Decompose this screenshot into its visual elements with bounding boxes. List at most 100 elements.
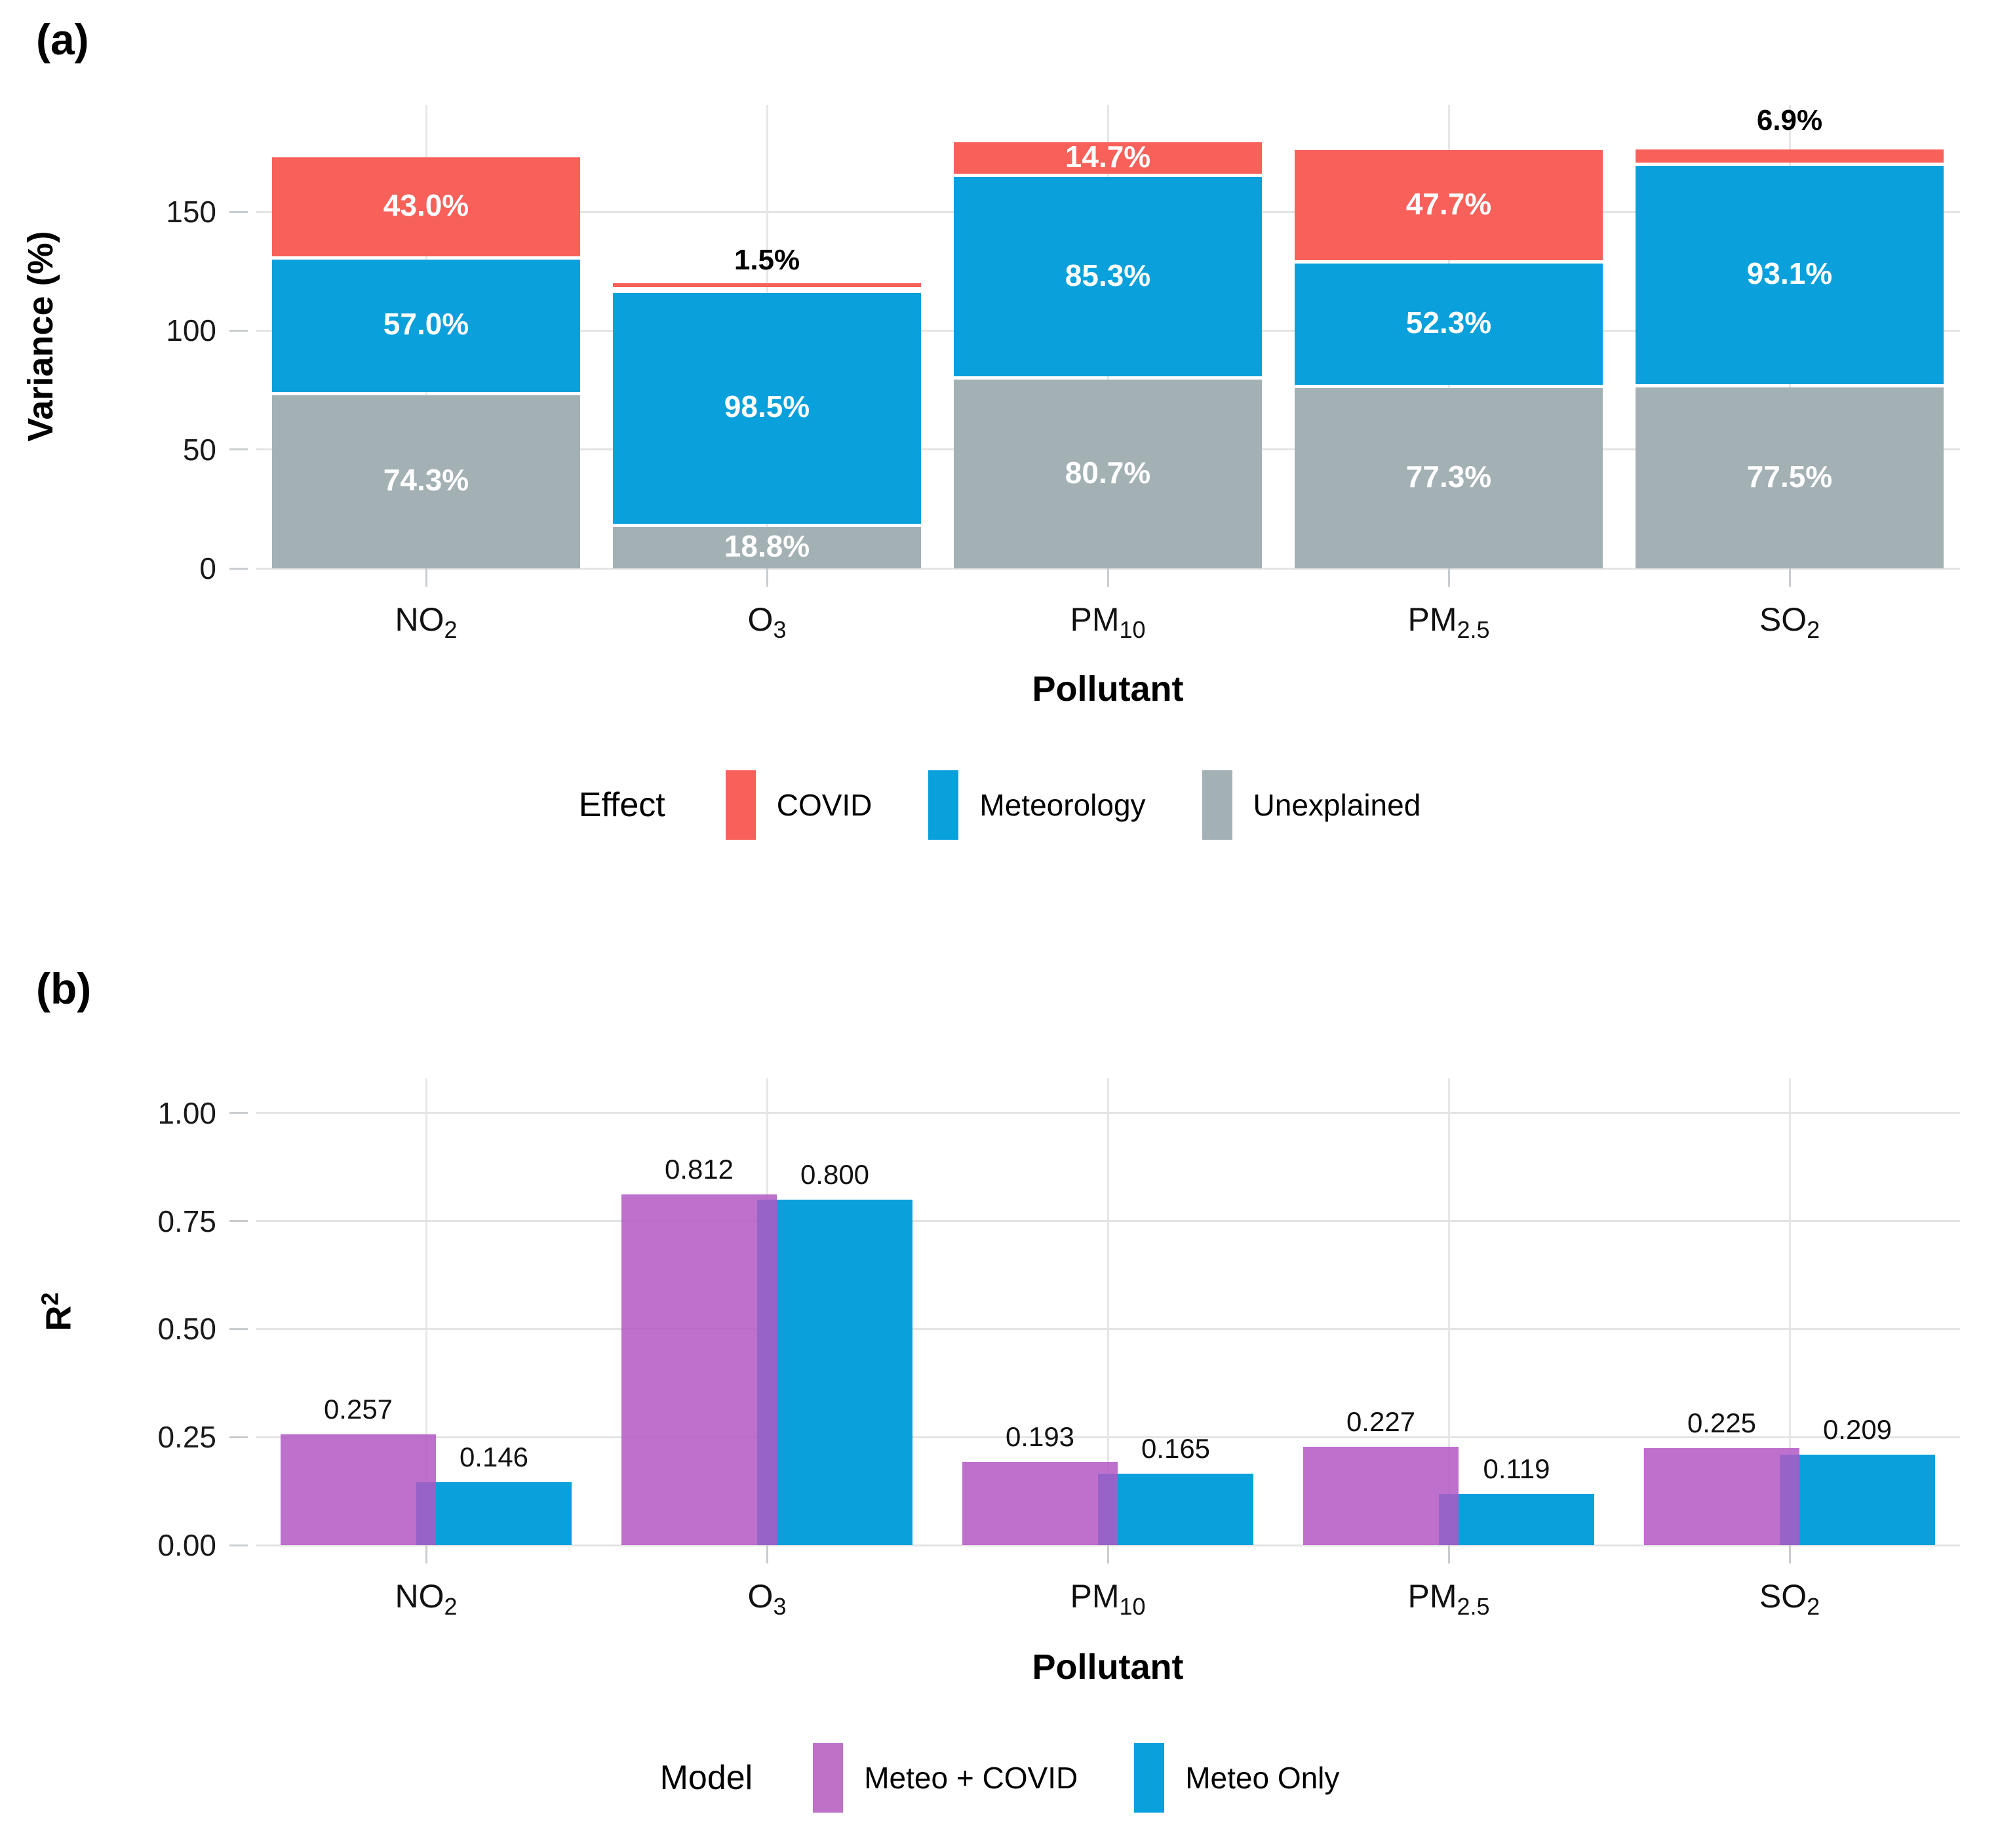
bar-meteo-covid: [962, 1461, 1118, 1545]
gridline-vertical: [1447, 1078, 1450, 1545]
r-squared-exponent: 2: [36, 1292, 64, 1306]
bar-value-label: 0.193: [1005, 1421, 1075, 1452]
y-tick-mark: [229, 1544, 248, 1546]
x-tick-mark: [425, 568, 427, 587]
x-tick-mark: [1788, 568, 1791, 587]
segment-value-label: 43.0%: [383, 188, 469, 223]
bar-segment-unexplained: [613, 526, 921, 568]
bar-segment-meteorology: [613, 292, 921, 524]
x-category-label: O3: [636, 600, 898, 642]
gridline-vertical: [1788, 1078, 1791, 1545]
legend-item-unexplained: Unexplained: [1202, 770, 1421, 840]
x-category-base: NO: [395, 1578, 444, 1615]
y-tick-label: 1.00: [157, 1095, 216, 1130]
x-category-subscript: 2: [1807, 1593, 1820, 1620]
bar-value-label: 0.146: [459, 1441, 529, 1472]
bar-value-label: 0.165: [1141, 1433, 1211, 1465]
y-tick-mark: [229, 1436, 248, 1438]
legend-item-label: Meteo + COVID: [864, 1761, 1078, 1795]
x-category-subscript: 3: [773, 1593, 787, 1620]
bar-meteo-only: [1439, 1493, 1594, 1545]
x-category-base: PM: [1070, 1578, 1120, 1615]
segment-value-label: 77.5%: [1746, 459, 1833, 494]
panel-b-label: (b): [36, 964, 92, 1013]
x-category-subscript: 2.5: [1457, 616, 1490, 643]
x-category-base: NO: [395, 601, 444, 638]
y-tick-label: 0.25: [157, 1420, 216, 1455]
x-category-label: PM10: [977, 1577, 1239, 1619]
bar-segment-covid: [954, 142, 1262, 174]
legend-item-meteo-covid: Meteo + COVID: [813, 1743, 1078, 1813]
legend-swatch: [1134, 1743, 1165, 1813]
y-tick-mark: [229, 1327, 248, 1330]
x-category-base: PM: [1407, 1578, 1457, 1615]
segment-value-label: 14.7%: [1065, 139, 1151, 174]
x-category-label: NO2: [295, 600, 557, 642]
legend-item-label: Meteo Only: [1185, 1761, 1340, 1795]
y-tick-label: 150: [166, 195, 216, 229]
bar-meteo-only: [757, 1199, 912, 1545]
x-category-subscript: 3: [773, 616, 787, 643]
bar-meteo-covid: [1303, 1447, 1459, 1545]
legend-item-covid: COVID: [725, 770, 872, 840]
x-category-label: NO2: [295, 1577, 557, 1619]
y-tick-label: 100: [166, 313, 216, 348]
x-category-subscript: 2: [444, 1593, 458, 1620]
legend-swatch: [1202, 770, 1232, 840]
gridline-horizontal: [256, 1436, 1960, 1438]
x-category-label: O3: [636, 1577, 898, 1619]
bar-segment-unexplained: [272, 395, 580, 568]
y-tick-label: 0.00: [157, 1528, 216, 1562]
y-tick-mark: [229, 567, 248, 570]
segment-value-label: 57.0%: [383, 307, 469, 342]
bar-segment-covid: [613, 283, 921, 287]
segment-value-label: 93.1%: [1746, 256, 1833, 291]
x-category-base: O: [747, 1578, 774, 1615]
bar-segment-unexplained: [1295, 387, 1603, 568]
bar-value-label: 0.119: [1483, 1453, 1550, 1484]
bar-segment-meteorology: [954, 177, 1262, 377]
x-category-subscript: 2.5: [1457, 1593, 1490, 1620]
bar-meteo-covid: [621, 1194, 777, 1545]
x-tick-mark: [425, 1545, 427, 1563]
bar-segment-unexplained: [954, 380, 1262, 568]
gridline-vertical: [425, 1078, 427, 1545]
x-tick-mark: [1107, 1545, 1109, 1563]
x-category-subscript: 2: [444, 616, 458, 643]
x-category-label: PM2.5: [1318, 600, 1580, 642]
y-tick-label: 0.50: [157, 1312, 216, 1347]
bar-segment-covid: [1295, 150, 1603, 261]
x-category-base: PM: [1070, 601, 1120, 638]
legend-swatch: [725, 770, 756, 840]
bar-meteo-covid: [281, 1434, 436, 1545]
panel-b-plot-area: 0.257 0.812 0.193 0.227 0.225 0.146 0.800 0.165…: [256, 1078, 1960, 1546]
panel-a-label: (a): [36, 15, 89, 64]
segment-value-label: 52.3%: [1405, 305, 1492, 340]
bar-segment-unexplained: [1636, 387, 1944, 568]
x-category-base: SO: [1759, 1578, 1807, 1615]
x-tick-mark: [766, 568, 768, 587]
panel-a-legend: Effect COVID Meteorology Unexplained: [82, 766, 1917, 844]
y-tick-label: 0.75: [157, 1204, 216, 1238]
bar-meteo-only: [416, 1482, 572, 1545]
bar-meteo-only: [1098, 1474, 1253, 1545]
segment-value-label: 85.3%: [1065, 258, 1151, 292]
segment-value-label: 18.8%: [724, 528, 810, 563]
gridline-vertical: [1107, 1078, 1109, 1545]
bar-segment-meteorology: [272, 259, 580, 392]
x-category-subscript: 10: [1119, 616, 1146, 643]
bar-meteo-covid: [1644, 1447, 1799, 1545]
bar-value-label: 0.257: [323, 1393, 393, 1425]
bar-segment-covid: [272, 157, 580, 256]
x-category-base: PM: [1407, 601, 1457, 638]
gridline-horizontal: [256, 1220, 1960, 1223]
x-category-label: SO2: [1658, 1577, 1921, 1619]
gridline-horizontal: [256, 1327, 1960, 1330]
bar-value-label: 0.800: [800, 1158, 870, 1190]
y-tick-mark: [229, 1220, 248, 1223]
panel-a-legend-title: Effect: [578, 786, 665, 824]
segment-value-label: 77.3%: [1405, 459, 1492, 494]
y-tick-label: 0: [199, 551, 216, 585]
x-category-label: PM2.5: [1318, 1577, 1580, 1619]
x-tick-mark: [1107, 568, 1109, 587]
